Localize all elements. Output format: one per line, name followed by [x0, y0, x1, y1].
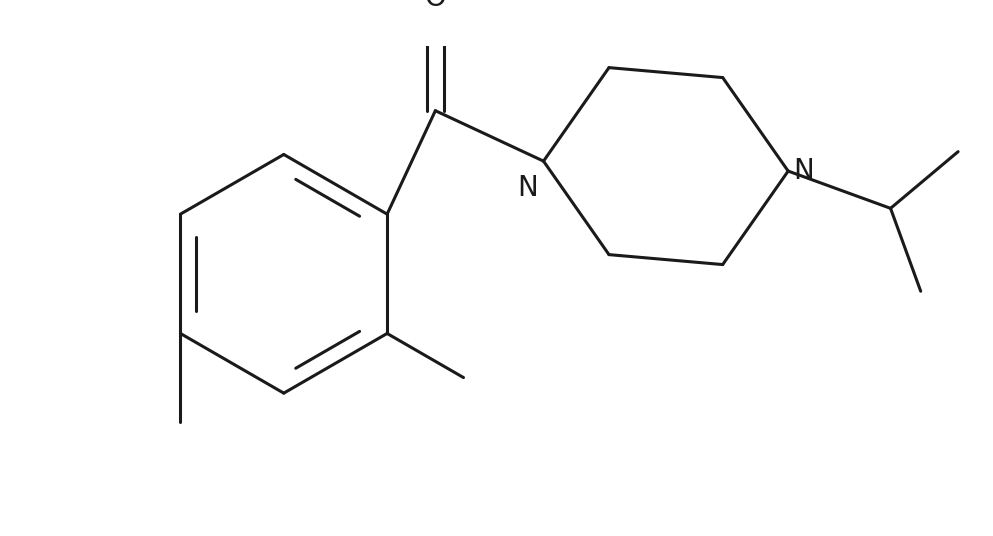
Text: O: O [424, 0, 446, 12]
Text: N: N [793, 157, 814, 185]
Text: N: N [517, 174, 538, 202]
